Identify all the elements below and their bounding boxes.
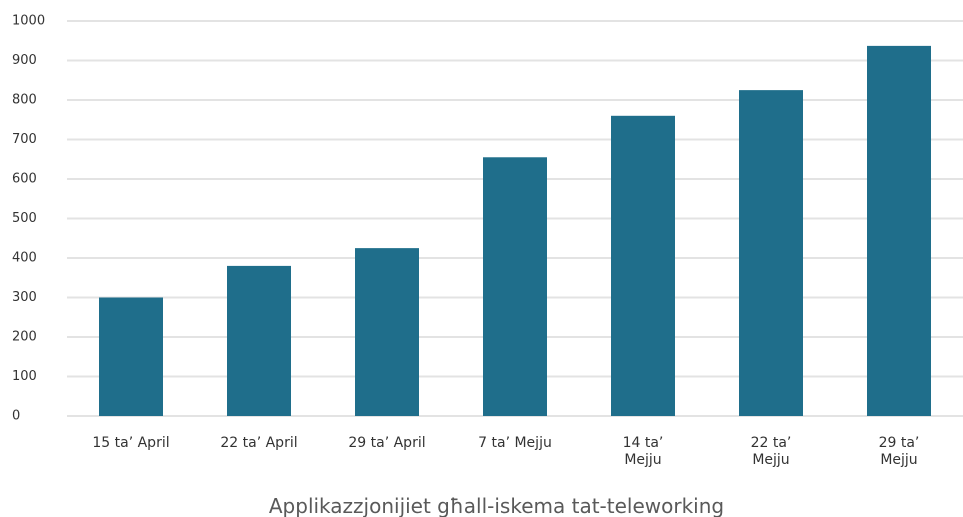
y-tick-label: 100	[12, 369, 37, 384]
y-tick-label: 400	[12, 251, 37, 266]
bar	[739, 90, 803, 416]
y-tick-label: 900	[12, 53, 37, 68]
y-tick-label: 500	[12, 211, 37, 226]
y-tick-label: 0	[12, 409, 20, 424]
bar	[483, 157, 547, 416]
y-tick-label: 800	[12, 93, 37, 108]
bar	[227, 265, 291, 416]
x-tick-label: 22 ta’ April	[220, 435, 298, 451]
y-tick-label: 1000	[12, 14, 45, 29]
y-tick-label: 700	[12, 132, 37, 147]
x-tick-label: 22 ta’ Mejju	[750, 435, 792, 468]
x-tick-label: 14 ta’ Mejju	[622, 435, 664, 468]
x-tick-label: 29 ta’ Mejju	[878, 435, 920, 468]
bar	[611, 115, 675, 417]
bar	[867, 45, 931, 416]
x-tick-label: 29 ta’ April	[348, 435, 426, 451]
x-tick-label: 15 ta’ April	[92, 435, 170, 451]
y-tick-label: 200	[12, 330, 37, 345]
chart-title: Applikazzjonijiet għall-iskema tat-telew…	[268, 494, 725, 517]
y-tick-label: 300	[12, 290, 37, 305]
bar	[355, 248, 419, 416]
bar	[99, 297, 163, 416]
x-tick-label: 7 ta’ Mejju	[478, 435, 552, 451]
y-tick-label: 600	[12, 172, 37, 187]
